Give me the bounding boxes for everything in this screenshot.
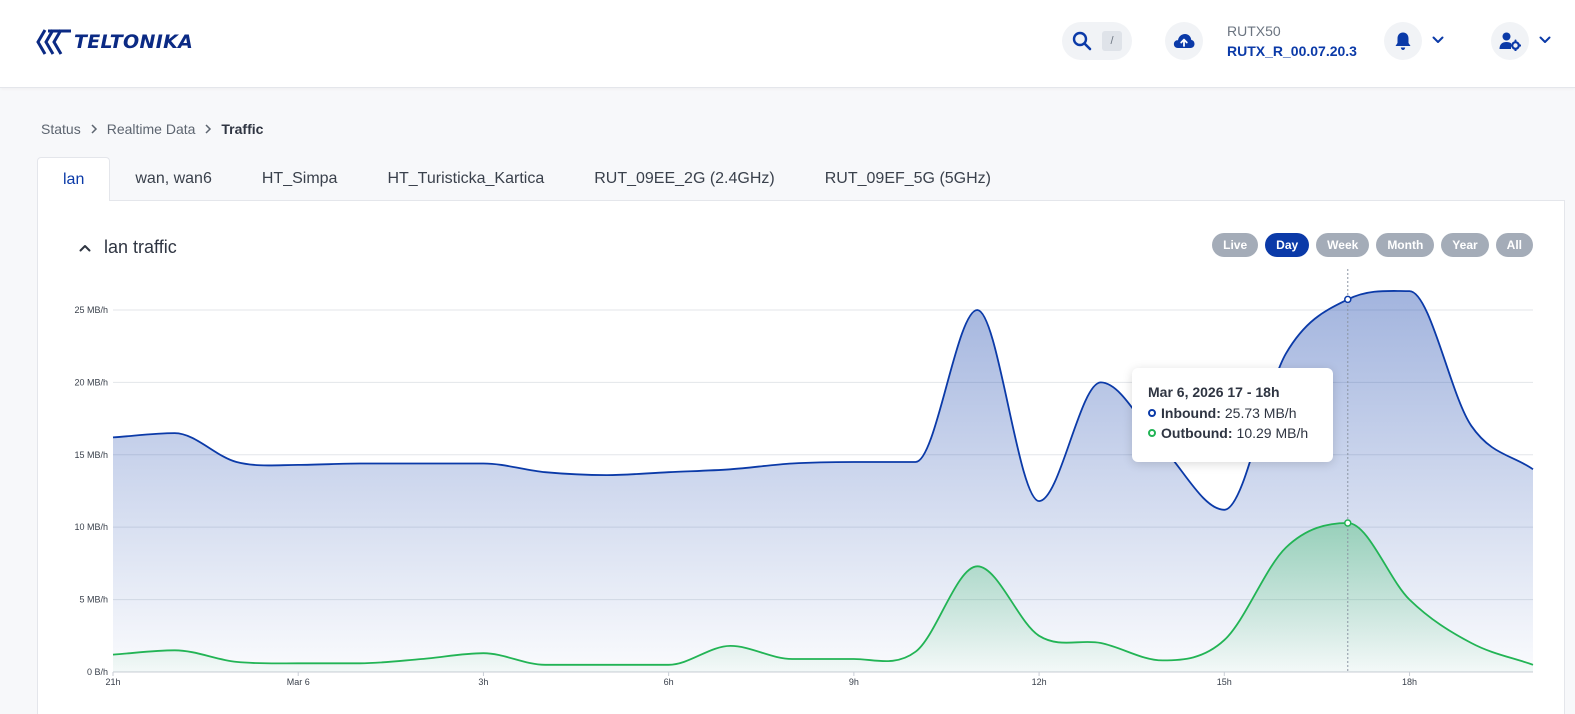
chevron-down-icon[interactable] <box>1431 33 1445 47</box>
x-tick-label: 9h <box>849 677 859 687</box>
inbound-area <box>113 290 1533 672</box>
x-axis-ticks: 21h Mar 6 3h 6h 9h 12h 15h 18h <box>105 672 1417 687</box>
y-tick-label: 5 MB/h <box>79 595 108 605</box>
tooltip-inbound-row: Inbound: 25.73 MB/h <box>1148 403 1317 423</box>
logo-mark-icon <box>36 29 71 55</box>
tab-lan[interactable]: lan <box>37 157 111 201</box>
outbound-legend-dot-icon <box>1148 429 1156 437</box>
tab-wan[interactable]: wan, wan6 <box>135 170 212 187</box>
logo-text: TELTONIKA <box>74 31 194 53</box>
tooltip-outbound-value: 10.29 MB/h <box>1236 425 1309 441</box>
interface-tabs: lan wan, wan6 HT_Simpa HT_Turisticka_Kar… <box>37 157 1016 201</box>
outbound-series-line <box>112 522 1534 666</box>
tab-rut-09ee-2g[interactable]: RUT_09EE_2G (2.4GHz) <box>594 170 775 187</box>
x-tick-label: Mar 6 <box>287 677 310 687</box>
tab-ht-turisticka-kartica[interactable]: HT_Turisticka_Kartica <box>387 170 545 187</box>
y-axis-ticks: 0 B/h 5 MB/h 10 MB/h 15 MB/h 20 MB/h 25 MB/h <box>74 305 108 677</box>
tooltip-outbound-row: Outbound: 10.29 MB/h <box>1148 423 1317 443</box>
x-tick-label: 6h <box>664 677 674 687</box>
user-settings-button[interactable] <box>1491 22 1529 60</box>
y-tick-label: 25 MB/h <box>74 305 108 315</box>
x-tick-label: 3h <box>478 677 488 687</box>
x-tick-label: 18h <box>1402 677 1417 687</box>
inbound-hover-point <box>1344 295 1352 304</box>
cloud-upload-icon <box>1173 34 1195 48</box>
tooltip-inbound-value: 25.73 MB/h <box>1224 405 1297 421</box>
breadcrumb-item-status[interactable]: Status <box>41 121 81 137</box>
range-live-button[interactable]: Live <box>1212 233 1259 257</box>
chevron-right-icon <box>89 123 99 135</box>
tooltip-outbound-label: Outbound: <box>1161 425 1233 441</box>
panel-header[interactable]: lan traffic <box>78 237 177 258</box>
breadcrumb: Status Realtime Data Traffic <box>41 121 263 137</box>
bell-icon <box>1395 32 1411 50</box>
y-tick-label: 15 MB/h <box>74 450 108 460</box>
tooltip-title: Mar 6, 2026 17 - 18h <box>1148 384 1280 400</box>
breadcrumb-item-traffic: Traffic <box>221 121 264 137</box>
traffic-panel: lan traffic Live Day Week Month Year All… <box>37 200 1565 714</box>
tab-ht-simpa[interactable]: HT_Simpa <box>261 170 338 187</box>
range-year-button[interactable]: Year <box>1441 233 1489 257</box>
tab-rut-09ef-5g[interactable]: RUT_09EF_5G (5GHz) <box>824 170 991 187</box>
panel-title: lan traffic <box>104 237 177 257</box>
chevron-down-icon[interactable] <box>1538 33 1552 47</box>
range-month-button[interactable]: Month <box>1376 233 1435 257</box>
outbound-hover-point <box>1344 519 1352 527</box>
x-tick-label: 15h <box>1217 677 1232 687</box>
time-range-selector: Live Day Week Month Year All <box>1212 233 1533 257</box>
notifications-button[interactable] <box>1384 22 1422 60</box>
y-tick-label: 20 MB/h <box>74 377 108 387</box>
range-week-button[interactable]: Week <box>1316 233 1370 257</box>
chart-hover-marker <box>1344 269 1352 672</box>
chart-tooltip: Mar 6, 2026 17 - 18h Inbound: 25.73 MB/h… <box>1132 368 1333 462</box>
breadcrumb-item-realtime-data[interactable]: Realtime Data <box>106 121 196 137</box>
x-tick-label: 12h <box>1032 677 1047 687</box>
chevron-up-icon[interactable] <box>78 242 92 254</box>
device-info: RUTX50 RUTX_R_00.07.20.3 <box>1227 22 1357 61</box>
device-model: RUTX50 <box>1227 23 1281 39</box>
upload-cloud-button[interactable] <box>1165 22 1203 60</box>
range-all-button[interactable]: All <box>1495 233 1533 257</box>
chart-series <box>112 290 1534 672</box>
y-tick-label: 10 MB/h <box>74 522 108 532</box>
search-button[interactable]: / <box>1062 22 1132 60</box>
range-day-button[interactable]: Day <box>1265 233 1310 257</box>
top-header: TELTONIKA / RUTX50 RUTX_R_00.07.20.3 <box>0 0 1575 88</box>
inbound-series-line <box>112 290 1534 511</box>
tooltip-inbound-label: Inbound: <box>1161 405 1221 421</box>
outbound-area <box>113 523 1533 672</box>
search-shortcut-key: / <box>1102 31 1122 51</box>
x-tick-label: 21h <box>105 677 120 687</box>
user-gear-icon <box>1499 32 1521 51</box>
teltonika-logo[interactable]: TELTONIKA <box>36 26 193 58</box>
inbound-legend-dot-icon <box>1148 409 1156 417</box>
y-tick-label: 0 B/h <box>87 667 108 677</box>
search-icon <box>1072 31 1092 51</box>
traffic-chart[interactable]: 0 B/h5 MB/h10 MB/h15 MB/h20 MB/h25 MB/h … <box>38 201 1566 714</box>
firmware-version-link[interactable]: RUTX_R_00.07.20.3 <box>1227 43 1357 59</box>
chevron-right-icon <box>203 123 213 135</box>
